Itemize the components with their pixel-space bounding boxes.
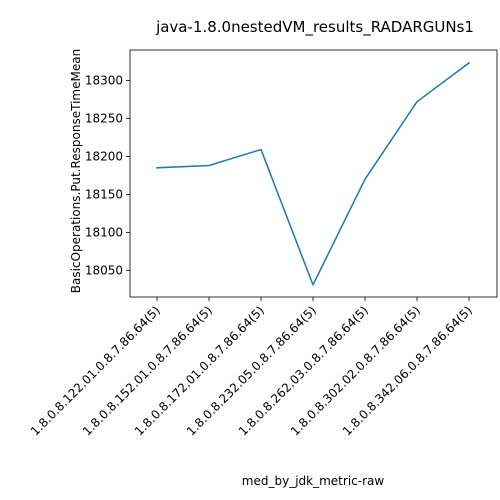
y-axis-label: BasicOperations.Put.ResponseTimeMean <box>69 49 83 293</box>
plot-frame <box>129 49 498 298</box>
series-layer <box>156 61 471 286</box>
y-tick-label: 18250 <box>85 111 123 125</box>
y-tick-label: 18200 <box>85 149 123 163</box>
y-tick-label: 18300 <box>85 73 123 87</box>
y-tick-label: 18150 <box>85 187 123 201</box>
chart-title: java-1.8.0nestedVM_results_RADARGUNs1 <box>155 18 474 37</box>
series-line <box>156 61 471 286</box>
y-tick-label: 18050 <box>85 263 123 277</box>
y-tick-label: 18100 <box>85 225 123 239</box>
x-axis: 1.8.0.8.122.01.0.8.7.86.64(5)1.8.0.8.152… <box>28 297 475 439</box>
x-axis-label: med_by_jdk_metric-raw <box>242 474 385 488</box>
y-axis: 18050 18100 18150 18200 18250 18300 <box>85 73 130 277</box>
